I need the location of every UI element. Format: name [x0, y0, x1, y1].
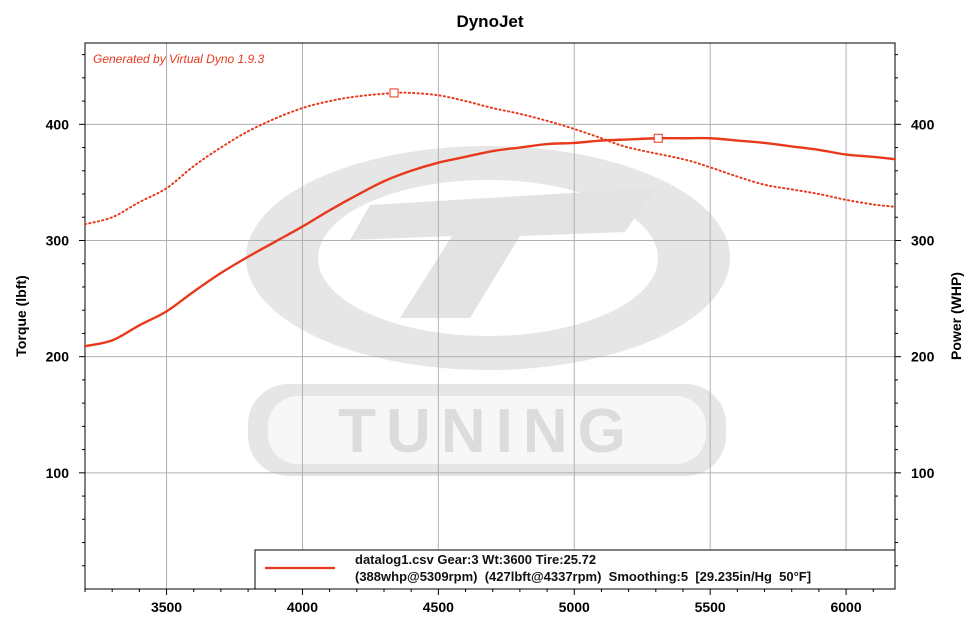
- y-tick-label: 200: [46, 349, 70, 365]
- power-peak-marker: [653, 133, 663, 143]
- y-tick-label: 300: [46, 232, 70, 248]
- torque-series-line: [84, 91, 896, 226]
- y2-tick-label: 400: [911, 116, 935, 132]
- torque-peak-marker: [389, 88, 399, 98]
- legend: datalog1.csv Gear:3 Wt:3600 Tire:25.72 (…: [254, 549, 896, 590]
- y2-tick-label: 300: [911, 232, 935, 248]
- chart-title: DynoJet: [456, 12, 523, 31]
- gt-tuning-watermark: TUNING: [246, 146, 730, 476]
- watermark-banner-inner: [268, 396, 706, 464]
- x-tick-label: 4500: [423, 599, 454, 615]
- y2-tick-label: 100: [911, 465, 935, 481]
- y-tick-label: 400: [46, 116, 70, 132]
- power-series-line: [83, 136, 897, 348]
- watermark-tuning-text: TUNING: [338, 397, 636, 466]
- marker-layer: [389, 88, 663, 143]
- x-tick-label: 4000: [287, 599, 318, 615]
- x-tick-label: 6000: [830, 599, 861, 615]
- grid-layer: [79, 43, 901, 595]
- watermark-gt-glyph: [350, 188, 655, 318]
- tick-label-layer: 3500 4000 4500 5000 5500 6000 100 200 300 400 100 2…: [46, 116, 935, 615]
- legend-line-1: datalog1.csv Gear:3 Wt:3600 Tire:25.72: [355, 552, 596, 567]
- legend-box: [254, 549, 896, 590]
- generated-by-note: Generated by Virtual Dyno 1.9.3: [93, 52, 265, 66]
- y-axis-label: Torque (lbft): [13, 275, 29, 356]
- y-tick-label: 100: [46, 465, 70, 481]
- legend-line-2: (388whp@5309rpm) (427lbft@4337rpm) Smoot…: [355, 569, 811, 584]
- y2-tick-label: 200: [911, 349, 935, 365]
- x-tick-label: 3500: [151, 599, 182, 615]
- x-tick-label: 5000: [559, 599, 590, 615]
- x-tick-label: 5500: [695, 599, 726, 615]
- series-layer: [83, 91, 897, 348]
- y2-axis-label: Power (WHP): [948, 272, 964, 360]
